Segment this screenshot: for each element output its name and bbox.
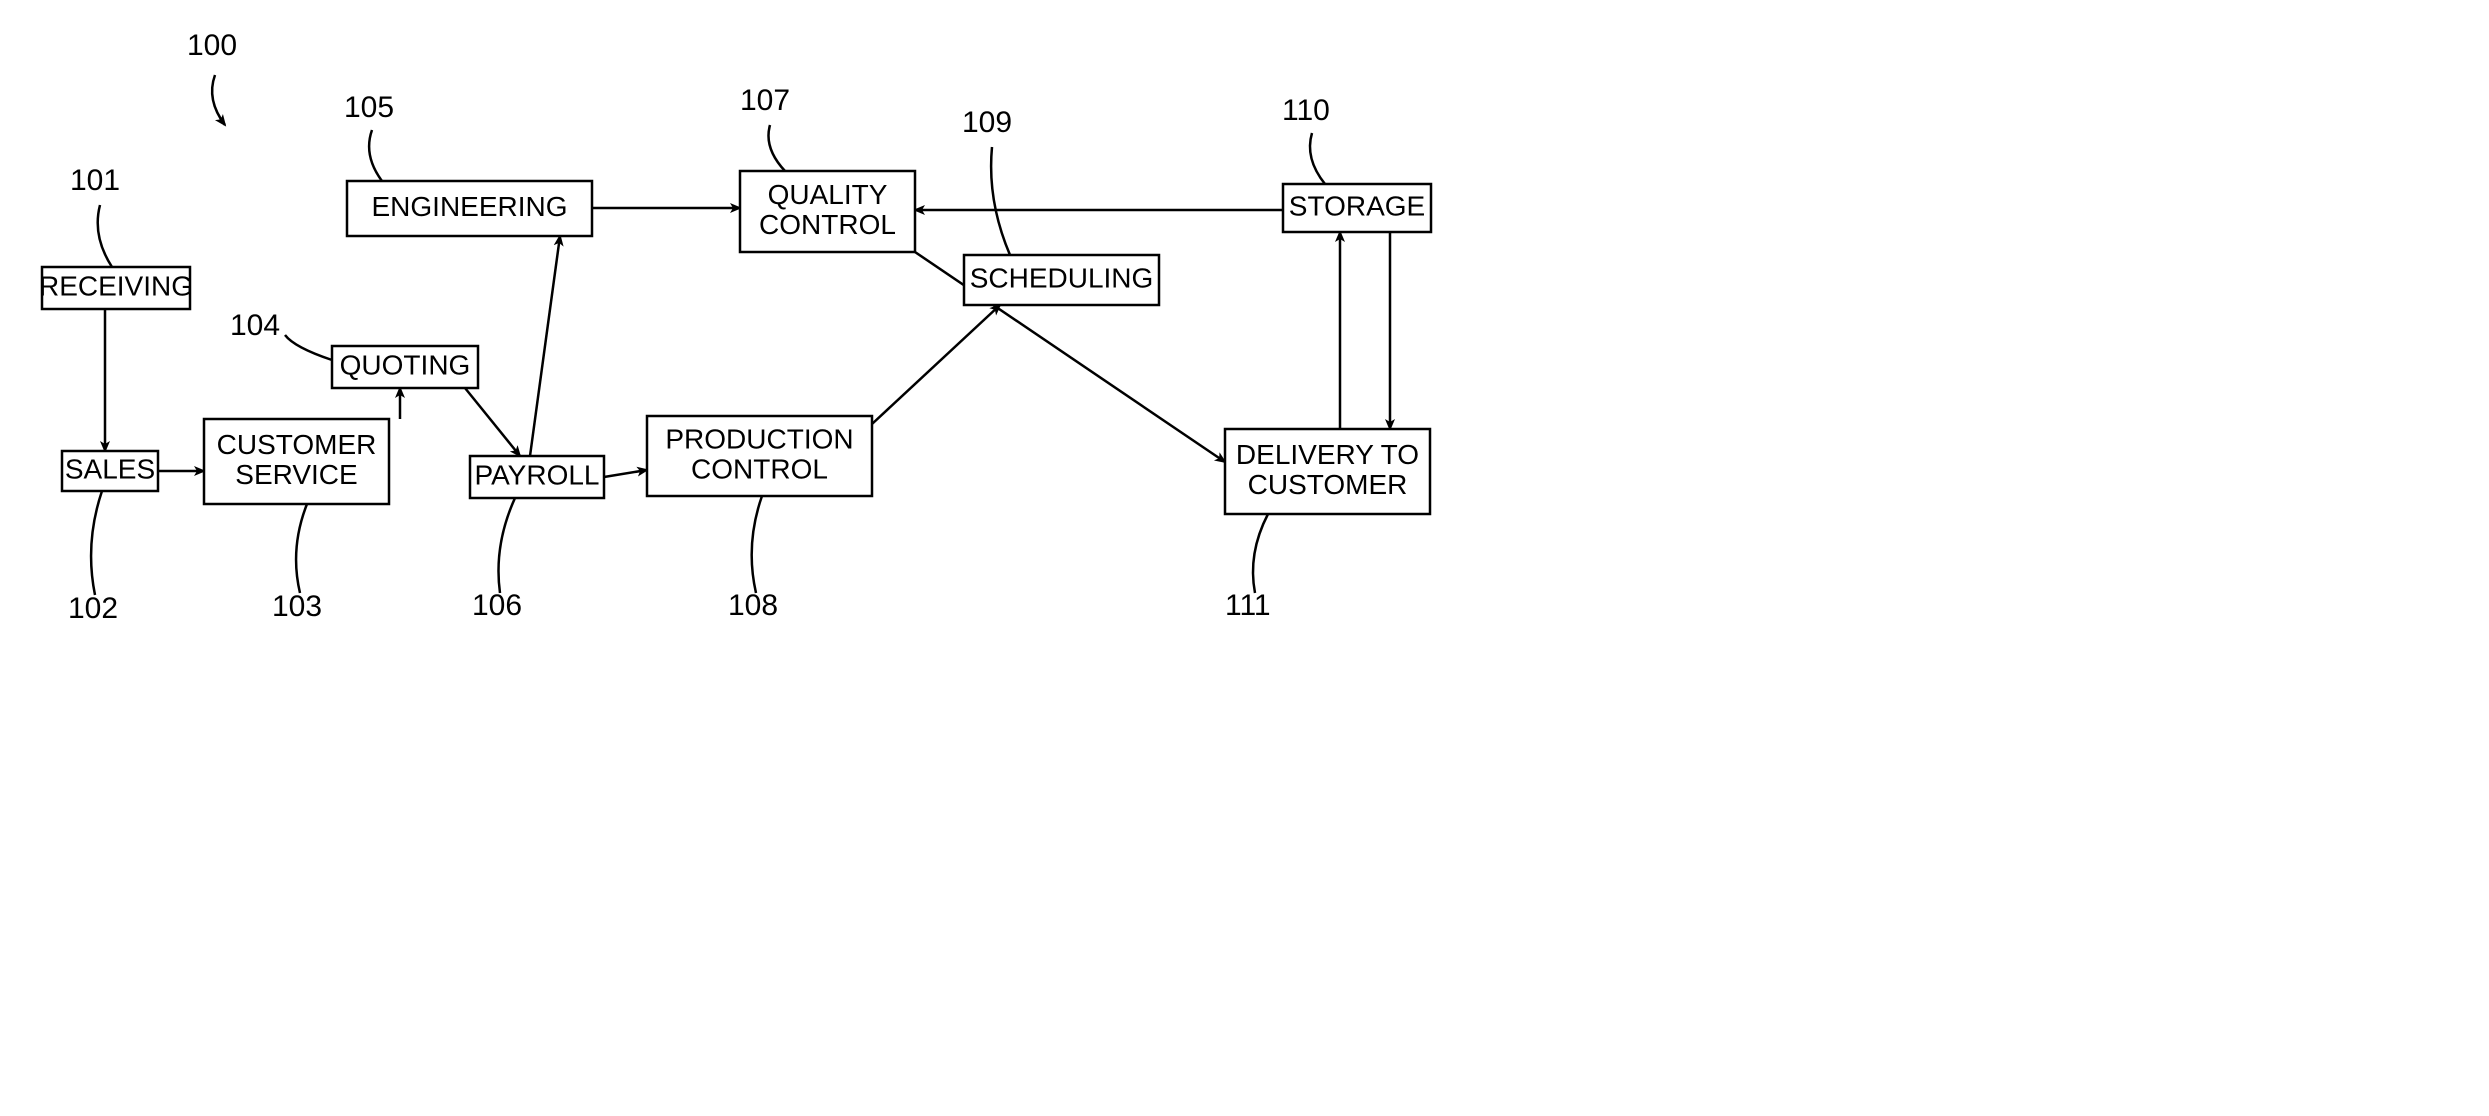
- node-label: CONTROL: [691, 453, 828, 484]
- node-label: SERVICE: [235, 459, 357, 490]
- ref-111: 111: [1225, 514, 1271, 622]
- node-label: CONTROL: [759, 209, 896, 240]
- edge-payroll-engineering: [530, 236, 560, 456]
- ref-104: 104: [230, 309, 332, 360]
- ref-102: 102: [68, 491, 118, 625]
- node-label: SCHEDULING: [970, 262, 1154, 293]
- ref-label: 103: [272, 590, 322, 623]
- ref-label: 104: [230, 309, 280, 342]
- node-label: ENGINEERING: [371, 191, 567, 222]
- ref-101: 101: [70, 164, 120, 267]
- node-label: STORAGE: [1289, 190, 1425, 221]
- node-storage: STORAGE: [1283, 184, 1431, 232]
- ref-107: 107: [740, 84, 790, 171]
- ref-108: 108: [728, 496, 778, 622]
- edge-payroll-production: [604, 470, 647, 477]
- ref-leader: [98, 205, 112, 267]
- node-quality: QUALITYCONTROL: [740, 171, 915, 252]
- node-label: DELIVERY TO: [1236, 439, 1419, 470]
- ref-105: 105: [344, 91, 394, 181]
- node-receiving: RECEIVING: [39, 267, 193, 309]
- ref-leader: [991, 147, 1010, 255]
- node-label: PRODUCTION: [665, 423, 853, 454]
- ref-label: 111: [1225, 589, 1271, 622]
- ref-110: 110: [1282, 94, 1330, 184]
- node-sales: SALES: [62, 451, 158, 491]
- node-customer_service: CUSTOMERSERVICE: [204, 419, 389, 504]
- ref-label: 107: [740, 84, 790, 117]
- flow-diagram: RECEIVINGSALESCUSTOMERSERVICEQUOTINGENGI…: [0, 0, 1493, 669]
- node-quoting: QUOTING: [332, 346, 478, 388]
- node-production: PRODUCTIONCONTROL: [647, 416, 872, 496]
- edge-quoting-payroll: [465, 388, 520, 456]
- ref-label: 102: [68, 592, 118, 625]
- edge-production-scheduling: [872, 305, 1000, 424]
- node-scheduling: SCHEDULING: [964, 255, 1159, 305]
- ref-100: 100: [187, 29, 237, 125]
- ref-103: 103: [272, 504, 322, 623]
- ref-leader: [285, 335, 332, 360]
- ref-leader: [91, 491, 102, 595]
- node-label: RECEIVING: [39, 270, 193, 301]
- ref-label: 101: [70, 164, 120, 197]
- ref-106: 106: [472, 498, 522, 622]
- ref-leader: [1253, 514, 1268, 593]
- ref-label: 106: [472, 589, 522, 622]
- ref-label: 110: [1282, 94, 1330, 127]
- node-delivery: DELIVERY TOCUSTOMER: [1225, 429, 1430, 514]
- node-engineering: ENGINEERING: [347, 181, 592, 236]
- ref-leader: [369, 130, 382, 181]
- ref-leader: [752, 496, 762, 593]
- ref-label: 100: [187, 29, 237, 62]
- ref-leader: [1310, 133, 1325, 184]
- node-payroll: PAYROLL: [470, 456, 604, 498]
- node-label: PAYROLL: [474, 459, 599, 490]
- ref-leader: [768, 125, 785, 171]
- ref-109: 109: [962, 106, 1012, 255]
- ref-leader: [212, 75, 225, 125]
- ref-leader: [498, 498, 515, 593]
- node-label: QUOTING: [340, 349, 471, 380]
- ref-leader: [296, 504, 307, 593]
- node-label: CUSTOMER: [217, 429, 377, 460]
- node-label: CUSTOMER: [1248, 469, 1408, 500]
- ref-label: 108: [728, 589, 778, 622]
- node-label: SALES: [65, 453, 155, 484]
- node-label: QUALITY: [768, 179, 888, 210]
- ref-label: 105: [344, 91, 394, 124]
- ref-label: 109: [962, 106, 1012, 139]
